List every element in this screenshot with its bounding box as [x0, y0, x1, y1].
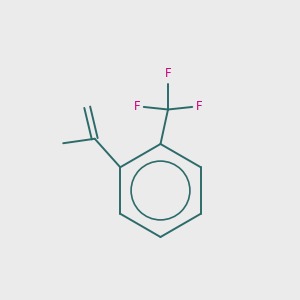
Text: F: F: [134, 100, 140, 113]
Text: F: F: [196, 100, 202, 113]
Text: F: F: [165, 68, 171, 80]
